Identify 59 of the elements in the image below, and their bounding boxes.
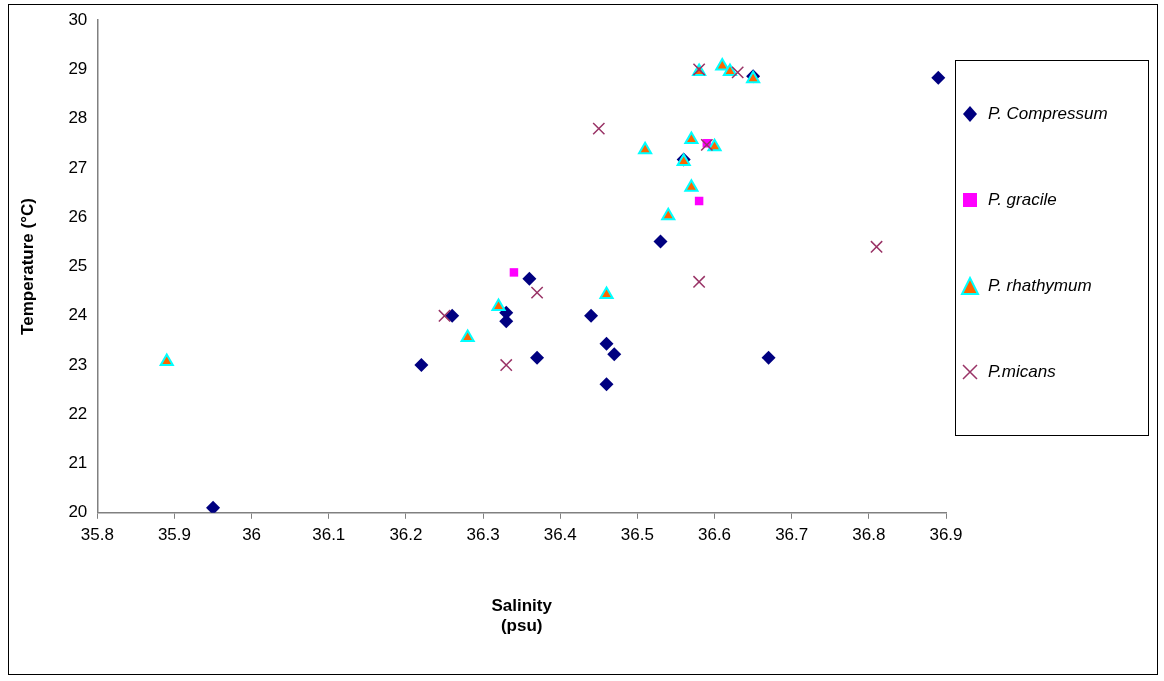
x-tick-label: 36.8 [852, 524, 886, 544]
point [870, 240, 883, 254]
x-tick-label: 35.9 [157, 524, 192, 544]
point [509, 268, 519, 277]
point [684, 179, 699, 192]
point [584, 308, 599, 323]
y-axis-title: Temperature (°C) [17, 198, 37, 335]
point [522, 271, 537, 286]
point [731, 66, 745, 79]
point [599, 336, 614, 351]
point [638, 141, 653, 155]
point [499, 358, 513, 372]
y-tick-label: 22 [68, 403, 88, 423]
x-axis-title: Salinity (psu) [491, 596, 553, 636]
point [722, 63, 738, 76]
point [700, 138, 714, 152]
point [653, 234, 668, 249]
point [530, 286, 544, 300]
point [414, 358, 429, 373]
x-tick-label: 36 [242, 524, 262, 544]
x-tick-label: 35.8 [80, 524, 114, 544]
point [460, 329, 475, 342]
point [692, 275, 706, 289]
y-tick-label: 30 [68, 9, 88, 29]
legend-label: P.micans [988, 362, 1056, 382]
y-tick-label: 25 [68, 256, 88, 276]
point [206, 500, 221, 513]
point [530, 350, 545, 365]
point [159, 353, 174, 367]
x-tick-label: 36.9 [929, 524, 963, 544]
point [607, 347, 622, 362]
x-tick-label: 36.4 [543, 524, 577, 544]
legend-label: P. rhathymum [988, 276, 1092, 296]
y-tick-label: 26 [68, 206, 88, 226]
point [715, 58, 730, 71]
y-tick-label: 29 [68, 59, 88, 79]
x-tick-label: 36.1 [312, 524, 346, 544]
y-tick-label: 21 [68, 453, 88, 473]
x-tick-label: 36.7 [775, 524, 809, 544]
y-tick-label: 28 [68, 108, 88, 128]
point [491, 298, 506, 311]
legend-label: P. gracile [988, 190, 1057, 210]
point [761, 350, 776, 365]
x-tick-label: 36.5 [620, 524, 654, 544]
point [592, 122, 606, 135]
y-tick-label: 27 [68, 157, 88, 177]
point [661, 207, 676, 221]
y-tick-label: 20 [68, 502, 88, 522]
point [599, 286, 614, 300]
x-tick-label: 36.6 [697, 524, 732, 544]
point [931, 70, 946, 85]
point [438, 309, 451, 323]
legend-label: P. Compressum [988, 104, 1108, 124]
y-tick-label: 23 [68, 354, 88, 374]
x-tick-label: 36.2 [389, 524, 423, 544]
x-tick-label: 36.3 [466, 524, 500, 544]
point [684, 131, 699, 144]
point [599, 377, 614, 392]
y-tick-label: 24 [68, 305, 88, 325]
